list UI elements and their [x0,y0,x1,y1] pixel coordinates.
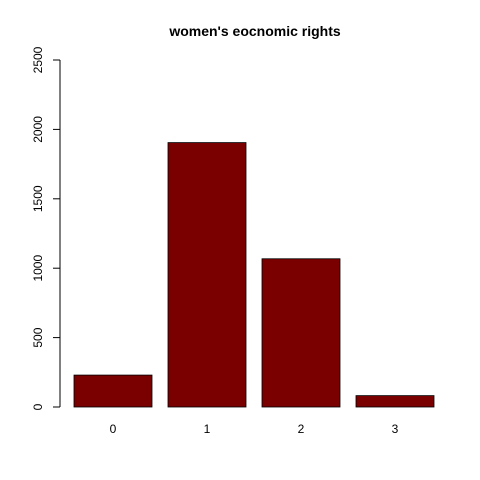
bar-1 [167,142,247,408]
y-tick-label: 2500 [31,46,45,73]
bar-3 [355,395,435,408]
x-tick-label: 2 [298,422,305,436]
x-tick-label: 1 [204,422,211,436]
chart-title: women's eocnomic rights [168,23,341,39]
y-tick-label: 0 [31,403,45,410]
y-tick-label: 2000 [31,116,45,143]
bar-0 [73,374,153,408]
y-axis: 0 500 1000 1500 2000 2500 [31,46,61,410]
bars [73,142,435,408]
y-tick-label: 500 [31,327,45,347]
y-tick-label: 1500 [31,185,45,212]
bar-2 [261,258,341,408]
x-tick-label: 0 [110,422,117,436]
y-tick-label: 1000 [31,255,45,282]
x-tick-label: 3 [392,422,399,436]
x-axis-labels: 0 1 2 3 [110,422,399,436]
